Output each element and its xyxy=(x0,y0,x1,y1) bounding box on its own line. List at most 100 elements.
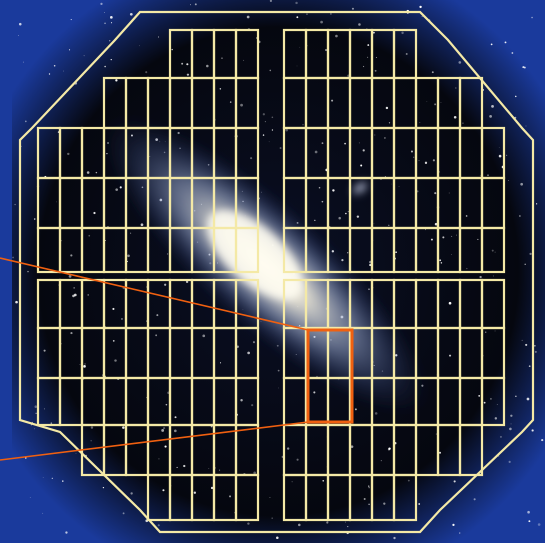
star xyxy=(363,498,366,500)
star xyxy=(431,71,434,74)
star xyxy=(322,480,324,482)
star xyxy=(83,55,85,57)
star xyxy=(164,445,167,448)
star xyxy=(291,481,293,483)
star xyxy=(27,270,29,273)
star xyxy=(534,350,537,353)
star xyxy=(426,101,428,102)
star xyxy=(528,365,531,367)
star xyxy=(73,287,75,289)
star xyxy=(434,192,437,195)
star xyxy=(171,48,173,51)
star xyxy=(215,467,217,469)
star xyxy=(83,365,86,368)
star xyxy=(318,186,321,189)
star xyxy=(70,332,73,335)
star xyxy=(90,440,92,442)
star xyxy=(350,445,354,448)
star xyxy=(380,460,382,462)
star xyxy=(453,480,456,483)
star xyxy=(95,171,98,174)
star xyxy=(271,517,273,519)
star xyxy=(490,43,493,46)
star xyxy=(434,222,438,226)
star xyxy=(43,349,46,352)
star xyxy=(190,4,191,6)
star xyxy=(240,103,243,107)
star xyxy=(269,0,273,2)
ccd-cell xyxy=(234,226,260,274)
star xyxy=(511,52,514,54)
star xyxy=(126,260,129,263)
star xyxy=(458,61,462,64)
star xyxy=(524,263,526,266)
star xyxy=(112,307,115,310)
star xyxy=(243,59,245,61)
star xyxy=(347,210,349,213)
star xyxy=(391,183,393,185)
star xyxy=(72,294,75,298)
star xyxy=(347,252,349,254)
star xyxy=(492,275,494,277)
star xyxy=(405,53,408,55)
star xyxy=(286,447,290,450)
star xyxy=(246,15,250,19)
star xyxy=(528,520,531,523)
star xyxy=(127,254,130,258)
star xyxy=(110,22,113,24)
star xyxy=(33,218,36,220)
star xyxy=(515,395,517,397)
star xyxy=(388,224,390,226)
star xyxy=(510,414,513,417)
star xyxy=(75,452,77,454)
star xyxy=(439,259,442,262)
star xyxy=(374,134,376,136)
star xyxy=(229,495,232,498)
star xyxy=(306,13,308,15)
star xyxy=(174,429,177,433)
camera-outline xyxy=(18,10,535,534)
star xyxy=(129,12,133,16)
galaxy xyxy=(99,113,431,417)
star xyxy=(531,16,533,19)
star xyxy=(93,211,96,215)
star xyxy=(358,23,361,26)
star xyxy=(74,294,76,296)
star xyxy=(509,427,512,431)
star xyxy=(434,103,437,106)
ccd-cell xyxy=(234,473,260,522)
star xyxy=(14,203,16,206)
star xyxy=(163,427,166,430)
star xyxy=(494,417,498,420)
star xyxy=(30,424,32,426)
star xyxy=(489,114,492,118)
star xyxy=(338,216,341,220)
star xyxy=(442,236,445,239)
star xyxy=(477,238,479,240)
ccd-grid xyxy=(18,10,535,534)
star xyxy=(356,215,360,218)
star xyxy=(202,334,206,338)
star xyxy=(183,464,186,468)
star xyxy=(526,397,530,401)
star xyxy=(65,531,68,534)
star xyxy=(86,171,90,174)
star xyxy=(479,175,481,177)
star xyxy=(499,435,502,438)
star xyxy=(12,256,14,259)
star xyxy=(42,512,44,514)
star xyxy=(537,523,541,526)
star xyxy=(87,294,89,296)
star xyxy=(360,164,363,167)
star xyxy=(432,159,435,162)
star xyxy=(494,330,496,332)
star xyxy=(320,20,323,24)
star xyxy=(419,5,422,9)
star xyxy=(247,351,250,355)
star xyxy=(22,61,24,63)
star xyxy=(330,13,332,15)
star xyxy=(42,477,44,478)
star xyxy=(43,408,45,410)
star xyxy=(344,142,347,145)
